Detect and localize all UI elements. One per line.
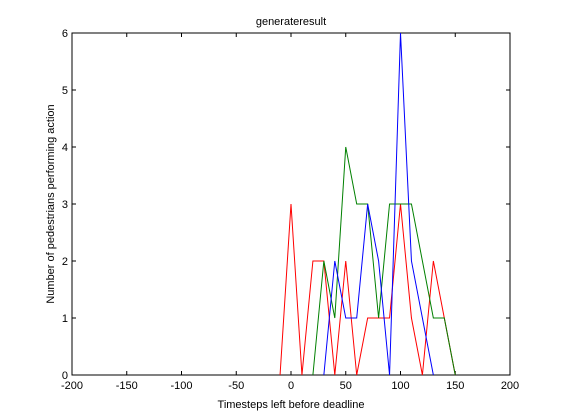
x-tick-label: -200 [61, 380, 83, 392]
y-tick-label: 3 [62, 199, 68, 211]
y-tick-label: 2 [62, 256, 68, 268]
y-tick-label: 5 [62, 85, 68, 97]
x-tick-label: 200 [501, 380, 519, 392]
series-line-1 [312, 146, 456, 376]
x-tick-label: -100 [170, 380, 192, 392]
y-tick-label: 0 [62, 370, 68, 382]
axis-ticks: -200 -150 -100 -50 0 50 100 150 200 0 1 2 3 4 5 6 [61, 28, 519, 392]
chart-title: generateresult [256, 16, 326, 28]
x-tick-label: 50 [340, 380, 352, 392]
x-tick-label: 100 [391, 380, 409, 392]
y-tick-label: 4 [62, 142, 68, 154]
y-tick-label: 6 [62, 28, 68, 40]
series-line-2 [323, 32, 434, 376]
x-tick-label: 150 [446, 380, 464, 392]
x-tick-label: -50 [228, 380, 244, 392]
x-tick-label: 0 [288, 380, 294, 392]
x-axis-label: Timesteps left before deadline [218, 399, 365, 411]
y-axis-label: Number of pedestrians performing action [45, 104, 57, 303]
y-tick-label: 1 [62, 313, 68, 325]
x-tick-label: -150 [116, 380, 138, 392]
series-layer [279, 32, 456, 376]
